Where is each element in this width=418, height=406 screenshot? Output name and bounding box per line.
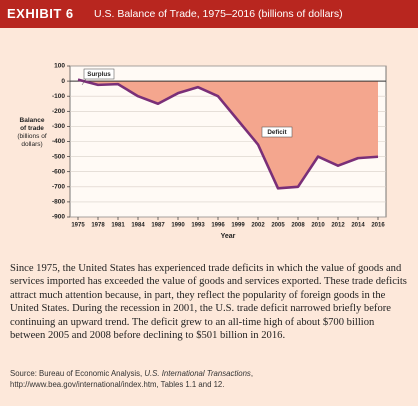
x-tick-label: 2002 [251,223,265,229]
x-axis-label: Year [221,233,236,240]
x-tick-label: 1984 [131,223,145,229]
y-tick-label: -700 [52,184,65,191]
exhibit-title: U.S. Balance of Trade, 1975–2016 (billio… [94,8,343,20]
source-text: Source: Bureau of Economic Analysis, [10,369,145,378]
x-tick-label: 2012 [331,223,345,229]
x-tick-label: 1999 [231,223,245,229]
chart: 100 0 -100 -200 -300 -400 -500 -600 -700 -800 -900… [17,63,387,240]
y-tick-label: -100 [52,93,65,100]
header-bar: EXHIBIT 6 U.S. Balance of Trade, 1975–20… [0,0,418,28]
y-tick-label: -400 [52,138,65,145]
y-tick-label: -900 [52,214,65,221]
caption: Since 1975, the United States has experi… [10,263,407,342]
x-tick-label: 2005 [271,223,285,229]
x-tick-label: 1981 [111,223,125,229]
deficit-area [78,79,378,189]
annotation-box [261,126,293,138]
x-tick-label: 1993 [191,223,205,229]
x-tick-label: 1987 [151,223,165,229]
annotation-leader [81,78,87,86]
exhibit-label: EXHIBIT 6 [7,6,74,21]
x-tick-label: 1978 [91,223,105,229]
y-tick-label: 0 [61,78,65,85]
annotation-box [83,68,115,80]
y-tick-label: -500 [52,153,65,160]
source-title: U.S. International Transactions [144,369,251,378]
annotation: Deficit [267,129,287,136]
x-tick-label: 1990 [171,223,185,229]
y-tick-label: 100 [54,63,65,70]
x-tick-label: 1996 [211,223,225,229]
y-axis-label: Balance of trade (billions of dollars) [17,117,46,148]
trade-line [77,78,379,190]
y-tick-label: -300 [52,123,65,130]
x-tick-label: 2016 [371,223,385,229]
source-note: Source: Bureau of Economic Analysis, U.S… [10,368,390,390]
x-tick-label: 1975 [71,223,85,229]
source-text: , http://www.bea.gov/international/index… [10,369,253,389]
y-tick-label: -800 [52,199,65,206]
x-tick-label: 2010 [311,223,325,229]
annotation: Surplus [87,71,111,78]
y-tick-label: -600 [52,168,65,175]
x-tick-label: 2008 [291,223,305,229]
y-tick-label: -200 [52,108,65,115]
x-tick-label: 2014 [351,223,365,229]
